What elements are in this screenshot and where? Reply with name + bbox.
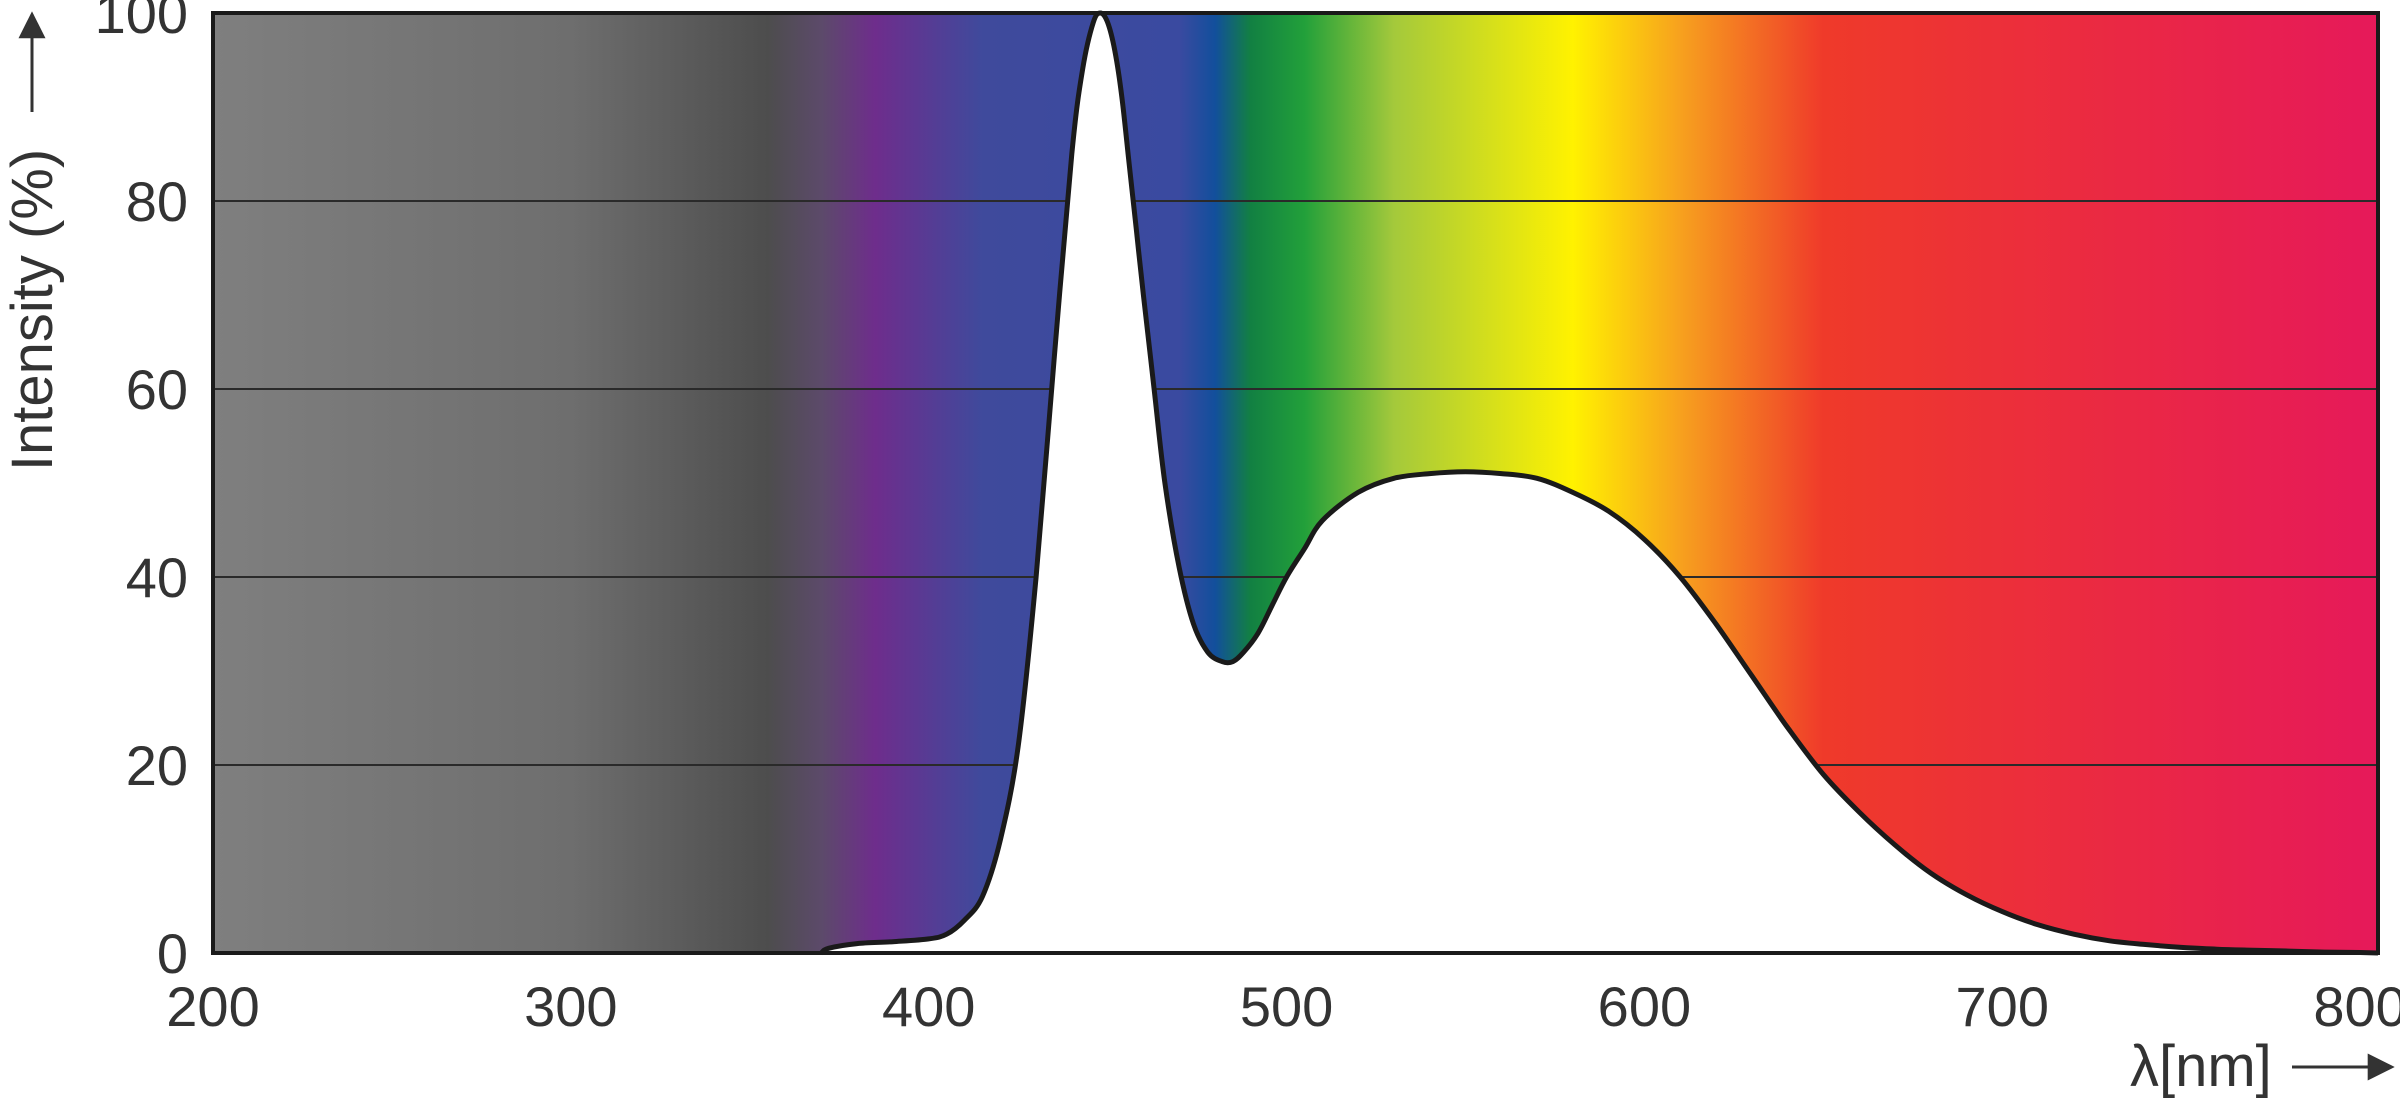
y-tick-label: 80 xyxy=(126,170,188,233)
y-tick-label: 0 xyxy=(157,922,188,985)
emission-area xyxy=(821,13,2378,953)
x-tick-label: 600 xyxy=(1598,975,1691,1038)
y-tick-label: 40 xyxy=(126,546,188,609)
x-tick-label: 300 xyxy=(524,975,617,1038)
x-tick-label: 500 xyxy=(1240,975,1333,1038)
x-axis-title: λ[nm] xyxy=(2130,1034,2272,1099)
y-axis-title-group: Intensity (%) xyxy=(0,149,65,471)
x-tick-label: 700 xyxy=(1956,975,2049,1038)
x-tick-label: 200 xyxy=(166,975,259,1038)
emission-curve-line xyxy=(819,10,2379,956)
x-tick-label: 400 xyxy=(882,975,975,1038)
y-tick-label: 100 xyxy=(95,0,188,45)
plot-frame xyxy=(211,11,2380,955)
y-tick-label: 20 xyxy=(126,734,188,797)
y-axis-title: Intensity (%) xyxy=(0,149,65,471)
x-axis-ticks: 200 300 400 500 600 700 800 xyxy=(166,975,2400,1038)
y-axis-ticks: 0 20 40 60 80 100 xyxy=(95,0,188,985)
y-tick-label: 60 xyxy=(126,358,188,421)
x-tick-label: 800 xyxy=(2313,975,2400,1038)
